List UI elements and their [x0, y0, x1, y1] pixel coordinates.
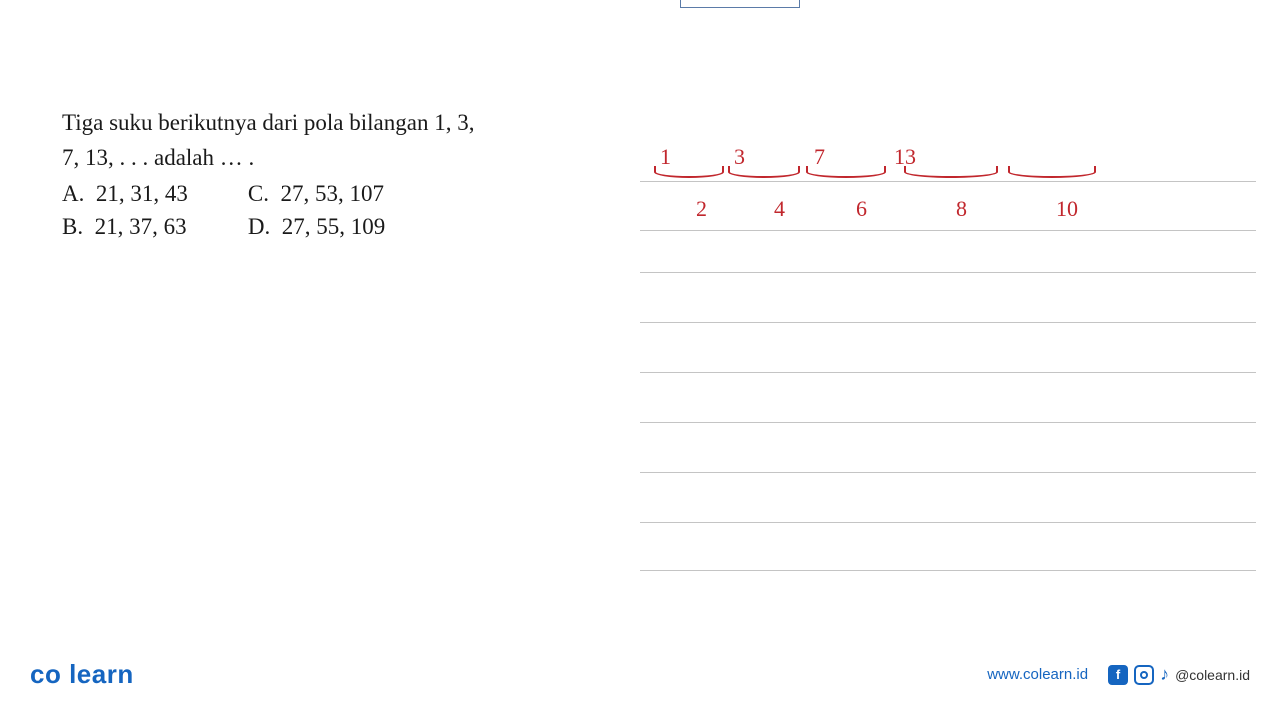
- ruled-line: [640, 372, 1256, 373]
- question-block: Tiga suku berikutnya dari pola bilangan …: [62, 106, 582, 243]
- option-d-letter: D.: [248, 214, 270, 239]
- facebook-icon: f: [1108, 665, 1128, 685]
- option-c-letter: C.: [248, 181, 269, 206]
- top-fragment-box: [680, 0, 800, 8]
- difference-arc: [654, 166, 724, 178]
- ruled-line: [640, 472, 1256, 473]
- options-row: A. 21, 31, 43 B. 21, 37, 63 C. 27, 53, 1…: [62, 177, 582, 244]
- ruled-line: [640, 422, 1256, 423]
- question-line-1: Tiga suku berikutnya dari pola bilangan …: [62, 106, 582, 139]
- footer-url: www.colearn.id: [987, 666, 1088, 683]
- ruled-line: [640, 522, 1256, 523]
- difference-number: 6: [856, 196, 867, 222]
- difference-arc: [1008, 166, 1096, 178]
- difference-arc: [904, 166, 998, 178]
- option-a-text: 21, 31, 43: [96, 181, 188, 206]
- footer-right: www.colearn.id f ♪ @colearn.id: [987, 664, 1250, 685]
- instagram-icon: [1134, 665, 1154, 685]
- work-area: 13713246810: [640, 130, 1256, 590]
- instagram-icon-inner: [1140, 671, 1148, 679]
- difference-arc: [728, 166, 800, 178]
- logo-learn: learn: [69, 659, 134, 689]
- ruled-line: [640, 181, 1256, 182]
- options-col-left: A. 21, 31, 43 B. 21, 37, 63: [62, 177, 188, 244]
- ruled-line: [640, 230, 1256, 231]
- social-handle: @colearn.id: [1175, 667, 1250, 683]
- social-icons: f ♪ @colearn.id: [1108, 664, 1250, 685]
- option-b: B. 21, 37, 63: [62, 210, 188, 243]
- option-a-letter: A.: [62, 181, 84, 206]
- option-d-text: 27, 55, 109: [282, 214, 386, 239]
- question-line-2: 7, 13, . . . adalah … .: [62, 141, 582, 174]
- ruled-line: [640, 322, 1256, 323]
- options-col-right: C. 27, 53, 107 D. 27, 55, 109: [248, 177, 385, 244]
- option-b-text: 21, 37, 63: [95, 214, 187, 239]
- difference-arc: [806, 166, 886, 178]
- difference-number: 10: [1056, 196, 1078, 222]
- tiktok-icon: ♪: [1160, 664, 1169, 685]
- option-c-text: 27, 53, 107: [280, 181, 384, 206]
- logo-co: co: [30, 659, 61, 689]
- option-b-letter: B.: [62, 214, 83, 239]
- option-a: A. 21, 31, 43: [62, 177, 188, 210]
- option-c: C. 27, 53, 107: [248, 177, 385, 210]
- difference-number: 2: [696, 196, 707, 222]
- footer: co learn www.colearn.id f ♪ @colearn.id: [0, 659, 1280, 690]
- logo-dot: [61, 659, 69, 689]
- ruled-line: [640, 570, 1256, 571]
- difference-number: 4: [774, 196, 785, 222]
- difference-number: 8: [956, 196, 967, 222]
- option-d: D. 27, 55, 109: [248, 210, 385, 243]
- brand-logo: co learn: [30, 659, 134, 690]
- ruled-line: [640, 272, 1256, 273]
